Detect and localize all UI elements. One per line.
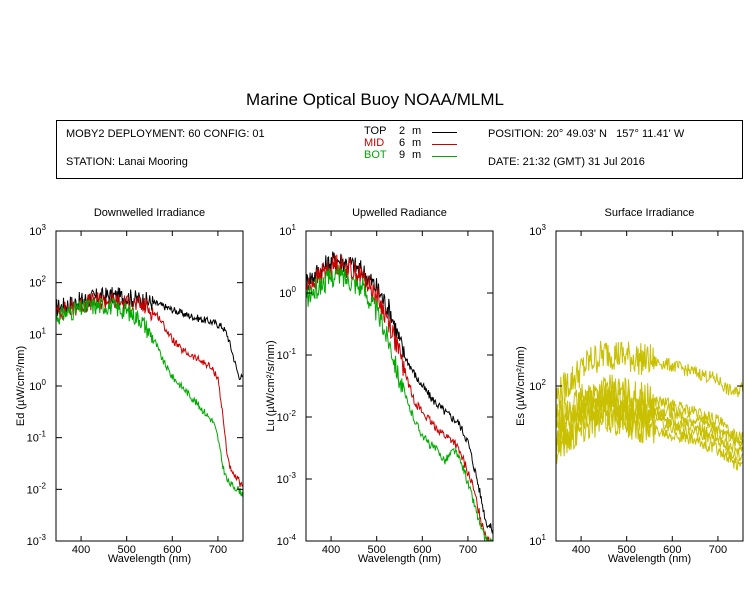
series-line-6 <box>556 402 743 471</box>
y-tick-label: 100 <box>29 378 46 393</box>
legend-line-top <box>432 132 457 133</box>
x-tick-label: 600 <box>663 544 681 556</box>
plot-frame <box>55 230 244 542</box>
y-tick-label: 102 <box>529 378 546 393</box>
x-tick-label: 600 <box>163 544 181 556</box>
y-tick-label: 102 <box>29 275 46 290</box>
y-tick-label: 10-2 <box>277 409 297 424</box>
x-axis-label: Wavelength (nm) <box>608 553 691 565</box>
series-line-bot <box>56 297 243 498</box>
y-tick-label: 10-1 <box>277 347 297 362</box>
x-tick-label: 400 <box>572 544 590 556</box>
y-axis-label: Es (µW/cm²/nm) <box>515 346 527 426</box>
y-tick-label: 10-4 <box>277 533 297 548</box>
legend-unit-bot: m <box>412 149 422 161</box>
chart-panel-2: Upwelled Radiance 400 500 600 700 10-4 10-3 10-… <box>265 207 494 565</box>
legend-line-bot <box>432 156 457 157</box>
y-tick-label: 10-3 <box>277 471 297 486</box>
plot-frame <box>305 230 494 542</box>
position-text: POSITION: 20° 49.03' N 157° 11.41' W <box>488 128 685 140</box>
y-tick-label: 101 <box>29 326 46 341</box>
x-tick-label: 500 <box>368 544 386 556</box>
y-axis-label: Ed (µW/cm²/nm) <box>15 346 27 426</box>
x-tick-label: 700 <box>209 544 227 556</box>
y-tick-label: 10-3 <box>27 533 47 548</box>
legend-depth-top: 2 <box>399 125 406 137</box>
chart-title: Surface Irradiance <box>605 207 695 219</box>
chart-panel-1: Downwelled Irradiance 400 500 600 700 10-3 10-… <box>15 207 244 565</box>
y-tick-label: 10-1 <box>27 430 47 445</box>
series-line-top <box>306 251 493 535</box>
y-axis-label: Lu (µW/cm²/sr/nm) <box>265 340 277 431</box>
legend-label-mid: MID <box>364 137 385 149</box>
info-box: MOBY2 DEPLOYMENT: 60 CONFIG: 01 STATION:… <box>56 120 743 179</box>
y-tick-label: 10-2 <box>27 481 47 496</box>
station-text: STATION: Lanai Mooring <box>66 156 188 168</box>
chart-title: Downwelled Irradiance <box>94 207 205 219</box>
series-group <box>556 340 743 471</box>
legend-depth-bot: 9 <box>399 149 406 161</box>
legend-unit-mid: m <box>412 137 422 149</box>
chart-panel-3: Surface Irradiance 400 500 600 700 101 102 103 W… <box>515 207 744 565</box>
page-title: Marine Optical Buoy NOAA/MLML <box>246 90 504 109</box>
date-text: DATE: 21:32 (GMT) 31 Jul 2016 <box>488 156 645 168</box>
legend-depth-mid: 6 <box>399 137 406 149</box>
x-tick-label: 500 <box>118 544 136 556</box>
x-tick-label: 500 <box>618 544 636 556</box>
series-group <box>306 251 493 541</box>
series-line-mid <box>306 254 493 541</box>
x-tick-label: 700 <box>709 544 727 556</box>
series-line-5 <box>556 395 743 462</box>
y-tick-label: 100 <box>279 285 296 300</box>
series-line-1 <box>556 340 743 408</box>
x-tick-label: 400 <box>322 544 340 556</box>
x-tick-label: 600 <box>413 544 431 556</box>
x-axis-label: Wavelength (nm) <box>108 553 191 565</box>
series-line-bot <box>306 264 493 541</box>
y-tick-label: 101 <box>279 223 296 238</box>
deployment-text: MOBY2 DEPLOYMENT: 60 CONFIG: 01 <box>66 128 265 140</box>
series-group <box>56 286 243 498</box>
x-tick-label: 400 <box>72 544 90 556</box>
y-tick-label: 103 <box>29 223 46 238</box>
y-tick-label: 103 <box>529 223 546 238</box>
x-axis-label: Wavelength (nm) <box>358 553 441 565</box>
legend-unit-top: m <box>412 125 422 137</box>
legend-line-mid <box>432 144 457 145</box>
y-tick-label: 101 <box>529 533 546 548</box>
x-tick-label: 700 <box>459 544 477 556</box>
legend-label-top: TOP <box>364 125 387 137</box>
plot-frame <box>555 230 744 542</box>
chart-title: Upwelled Radiance <box>352 207 447 219</box>
legend-label-bot: BOT <box>364 149 387 161</box>
